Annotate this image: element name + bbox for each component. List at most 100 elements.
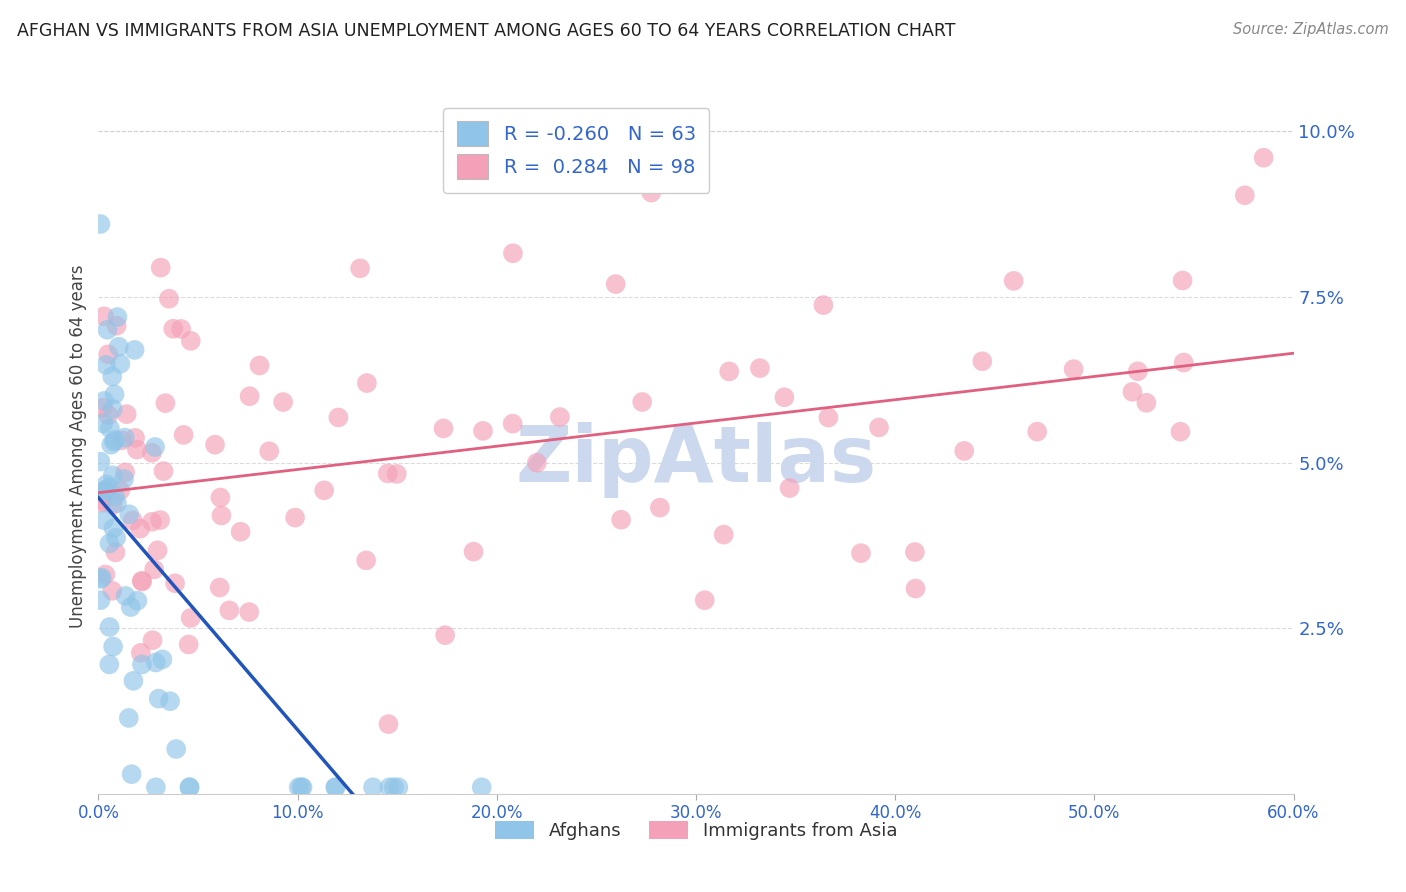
- Point: [118, 508, 141, 522]
- Point: [849, 546, 872, 560]
- Point: [868, 420, 890, 434]
- Point: [257, 444, 280, 458]
- Point: [131, 657, 153, 672]
- Point: [131, 574, 153, 589]
- Point: [165, 576, 187, 591]
- Point: [89, 455, 111, 469]
- Point: [104, 545, 127, 559]
- Point: [314, 483, 336, 498]
- Point: [89, 593, 111, 607]
- Point: [107, 310, 129, 324]
- Point: [378, 780, 401, 795]
- Point: [1171, 273, 1194, 287]
- Point: [328, 410, 350, 425]
- Point: [100, 438, 122, 452]
- Point: [157, 292, 180, 306]
- Point: [1173, 355, 1195, 369]
- Point: [118, 711, 141, 725]
- Point: [1063, 362, 1085, 376]
- Point: [170, 322, 193, 336]
- Point: [152, 464, 174, 478]
- Point: [356, 376, 378, 390]
- Point: [145, 656, 167, 670]
- Point: [94, 483, 117, 498]
- Point: [93, 483, 115, 498]
- Point: [101, 401, 124, 416]
- Point: [115, 407, 138, 421]
- Point: [101, 640, 124, 654]
- Point: [287, 780, 309, 795]
- Point: [904, 545, 927, 559]
- Point: [129, 522, 152, 536]
- Point: [104, 433, 127, 447]
- Point: [131, 574, 153, 588]
- Point: [94, 483, 117, 498]
- Point: [101, 583, 124, 598]
- Point: [110, 357, 132, 371]
- Point: [120, 600, 142, 615]
- Point: [284, 510, 307, 524]
- Point: [91, 496, 114, 510]
- Point: [1233, 188, 1256, 202]
- Point: [101, 498, 124, 512]
- Text: ZipAtlas: ZipAtlas: [516, 422, 876, 498]
- Point: [97, 408, 120, 422]
- Point: [526, 456, 548, 470]
- Point: [101, 468, 124, 483]
- Point: [1026, 425, 1049, 439]
- Point: [96, 477, 118, 491]
- Point: [114, 431, 136, 445]
- Point: [953, 443, 976, 458]
- Point: [238, 605, 260, 619]
- Point: [1170, 425, 1192, 439]
- Point: [146, 543, 169, 558]
- Point: [502, 246, 524, 260]
- Point: [180, 611, 202, 625]
- Point: [180, 334, 202, 348]
- Point: [325, 780, 347, 795]
- Point: [103, 521, 125, 535]
- Point: [904, 582, 927, 596]
- Point: [121, 513, 143, 527]
- Point: [94, 358, 117, 372]
- Point: [218, 603, 240, 617]
- Point: [149, 260, 172, 275]
- Point: [124, 431, 146, 445]
- Point: [141, 515, 163, 529]
- Point: [91, 493, 114, 508]
- Point: [693, 593, 716, 607]
- Point: [98, 657, 121, 672]
- Point: [112, 472, 135, 486]
- Point: [179, 780, 201, 795]
- Point: [98, 536, 121, 550]
- Point: [472, 424, 495, 438]
- Point: [1253, 151, 1275, 165]
- Point: [124, 343, 146, 357]
- Point: [93, 393, 115, 408]
- Point: [105, 318, 128, 333]
- Point: [110, 483, 132, 498]
- Point: [91, 401, 114, 415]
- Point: [249, 359, 271, 373]
- Point: [91, 417, 114, 431]
- Point: [434, 628, 457, 642]
- Point: [149, 513, 172, 527]
- Point: [105, 496, 128, 510]
- Point: [114, 589, 136, 603]
- Point: [111, 434, 134, 448]
- Point: [173, 428, 195, 442]
- Point: [387, 780, 409, 795]
- Point: [93, 513, 115, 527]
- Point: [605, 277, 627, 291]
- Point: [142, 633, 165, 648]
- Point: [98, 620, 121, 634]
- Point: [129, 646, 152, 660]
- Point: [179, 780, 201, 795]
- Point: [1002, 274, 1025, 288]
- Point: [229, 524, 252, 539]
- Point: [103, 434, 125, 449]
- Point: [208, 581, 231, 595]
- Point: [97, 347, 120, 361]
- Point: [107, 340, 129, 354]
- Point: [361, 780, 384, 795]
